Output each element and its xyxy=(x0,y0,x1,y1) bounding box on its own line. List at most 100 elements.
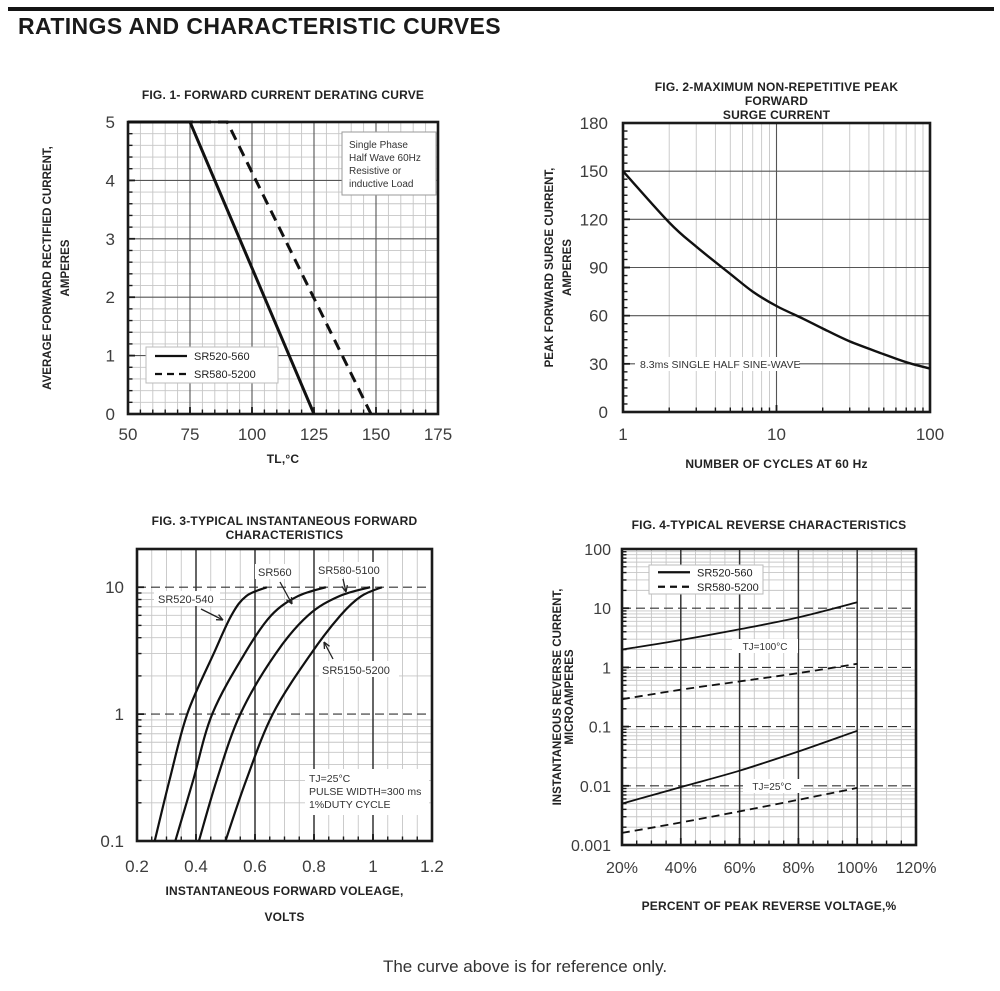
fig4-curve-sr520-560-tj-100c xyxy=(621,601,858,651)
svg-text:80%: 80% xyxy=(782,860,814,877)
fig1-title: FIG. 1- FORWARD CURRENT DERATING CURVE xyxy=(128,88,438,102)
svg-text:1: 1 xyxy=(368,857,377,876)
svg-text:0.01: 0.01 xyxy=(580,779,611,796)
fig3-curves xyxy=(153,586,383,842)
fig2-plot: 8.3ms SINGLE HALF SINE-WAVE 1 10 100 0 30 60 90… xyxy=(544,114,945,444)
svg-text:40%: 40% xyxy=(665,860,697,877)
svg-text:1%DUTY CYCLE: 1%DUTY CYCLE xyxy=(309,799,391,811)
svg-text:0.1: 0.1 xyxy=(589,720,611,737)
svg-text:125: 125 xyxy=(300,425,328,444)
svg-text:SR520-560: SR520-560 xyxy=(194,351,250,363)
svg-text:120%: 120% xyxy=(896,860,937,877)
fig2-sine-note: 8.3ms SINGLE HALF SINE-WAVE xyxy=(635,357,800,371)
fig1-curves xyxy=(128,120,373,415)
svg-text:1: 1 xyxy=(115,705,124,724)
fig3-curve-sr5150-5200 xyxy=(224,586,383,842)
svg-text:0.6: 0.6 xyxy=(243,857,267,876)
fig3-forward-characteristics: 0.2 0.4 0.6 0.8 1 1.2 0.1 1 10 SR520-540 SR560 SR58… xyxy=(30,510,500,940)
svg-text:0: 0 xyxy=(599,403,608,422)
svg-text:0.8: 0.8 xyxy=(302,857,326,876)
svg-text:PULSE WIDTH=300 ms: PULSE WIDTH=300 ms xyxy=(309,786,421,798)
fig3-curve-sr520-540 xyxy=(153,586,268,842)
svg-text:TJ=25°C: TJ=25°C xyxy=(309,773,351,785)
svg-text:inductive Load: inductive Load xyxy=(349,179,414,190)
fig3-ticks xyxy=(137,586,418,841)
fig2-title-line2: SURGE CURRENT xyxy=(722,108,831,122)
fig1-xlabel-line1: TL,°C xyxy=(266,452,300,466)
svg-text:Resistive or: Resistive or xyxy=(349,166,402,177)
svg-text:TJ=25°C: TJ=25°C xyxy=(752,782,791,793)
fig3-xlabel-line1: INSTANTANEOUS FORWARD VOLEAGE, xyxy=(165,884,404,898)
fig4-curves xyxy=(621,601,858,834)
svg-text:1: 1 xyxy=(106,347,115,366)
page-title: RATINGS AND CHARACTERISTIC CURVES xyxy=(18,13,502,39)
svg-text:1.2: 1.2 xyxy=(420,857,444,876)
fig4-legend: SR520-560 SR580-5200 xyxy=(648,564,764,595)
svg-text:100: 100 xyxy=(584,542,611,559)
svg-text:SR580-5100: SR580-5100 xyxy=(318,565,380,577)
fig1-ylabel-line1: AVERAGE FORWARD RECTIFIED CURRENT, xyxy=(42,146,54,390)
fig2-xlabel-line1: NUMBER OF CYCLES AT 60 Hz xyxy=(685,457,868,471)
fig1-ticks xyxy=(128,132,427,414)
fig3-title-line2: CHARACTERISTICS xyxy=(225,528,344,542)
svg-text:SR580-5200: SR580-5200 xyxy=(194,369,256,381)
svg-text:8.3ms SINGLE HALF SINE-WAVE: 8.3ms SINGLE HALF SINE-WAVE xyxy=(640,359,800,371)
fig2-ylabel-line2: AMPERES xyxy=(562,239,574,296)
fig1-load-note: Single Phase Half Wave 60Hz Resistive or in… xyxy=(341,131,437,196)
fig1-title-line1: FIG. 1- FORWARD CURRENT DERATING CURVE xyxy=(141,88,425,102)
fig2-ylabel-line1: PEAK FORWARD SURGE CURRENT, xyxy=(544,168,556,368)
fig2-tick-labels: 1 10 100 0 30 60 90 120 150 180 xyxy=(580,114,945,444)
svg-text:100%: 100% xyxy=(837,860,878,877)
footer-note: The curve above is for reference only. xyxy=(382,957,668,976)
svg-text:175: 175 xyxy=(424,425,452,444)
fig3-xlabel-line2: VOLTS xyxy=(264,910,305,924)
fig3-grid xyxy=(137,549,432,841)
svg-text:0.1: 0.1 xyxy=(100,832,124,851)
svg-text:SR520-560: SR520-560 xyxy=(697,567,753,579)
top-rule xyxy=(8,7,994,11)
fig4-plot: 20% 40% 60% 80% 100% 120% 0.001 0.01 0.1 1 10 100 IN… xyxy=(552,542,937,877)
svg-text:90: 90 xyxy=(589,259,608,278)
svg-text:Single Phase: Single Phase xyxy=(349,140,408,151)
fig1-forward-current-derating: 50 75 100 125 150 175 0 1 2 3 4 5 AVERAGE FORWARD RE… xyxy=(30,82,500,477)
fig1-curve-sr580-5200 xyxy=(128,120,373,415)
svg-text:100: 100 xyxy=(238,425,266,444)
fig3-xlabel: INSTANTANEOUS FORWARD VOLEAGE, VOLTS xyxy=(137,878,432,930)
svg-text:0.001: 0.001 xyxy=(571,838,611,855)
fig3-curve-sr580-5100 xyxy=(197,586,371,842)
svg-text:75: 75 xyxy=(181,425,200,444)
svg-text:20%: 20% xyxy=(606,860,638,877)
fig1-ylabel-line2: AMPERES xyxy=(60,239,72,296)
svg-text:0: 0 xyxy=(106,405,115,424)
svg-text:TJ=100°C: TJ=100°C xyxy=(743,642,788,653)
fig4-ticks xyxy=(622,551,902,845)
fig3-curve-sr560 xyxy=(174,586,327,842)
svg-text:150: 150 xyxy=(580,162,608,181)
fig3-tick-labels: 0.2 0.4 0.6 0.8 1 1.2 0.1 1 10 xyxy=(100,578,443,876)
fig1-xlabel: TL,°C xyxy=(128,446,438,472)
svg-text:180: 180 xyxy=(580,114,608,133)
fig4-grid xyxy=(622,549,916,845)
fig4-xlabel-line1: PERCENT OF PEAK REVERSE VOLTAGE,% xyxy=(641,899,897,913)
fig3-plot: 0.2 0.4 0.6 0.8 1 1.2 0.1 1 10 SR520-540 SR560 SR58… xyxy=(100,547,444,876)
fig2-peak-forward-surge-current: 8.3ms SINGLE HALF SINE-WAVE 1 10 100 0 30 60 90… xyxy=(530,75,1000,475)
fig4-title: FIG. 4-TYPICAL REVERSE CHARACTERISTICS xyxy=(622,518,916,532)
fig4-title-line1: FIG. 4-TYPICAL REVERSE CHARACTERISTICS xyxy=(631,518,907,532)
svg-text:60%: 60% xyxy=(724,860,756,877)
fig2-title: FIG. 2-MAXIMUM NON-REPETITIVE PEAK FORWA… xyxy=(623,80,930,122)
fig1-tick-labels: 50 75 100 125 150 175 0 1 2 3 4 5 xyxy=(106,113,453,444)
fig1-legend: SR520-560 SR580-5200 xyxy=(145,346,279,384)
fig4-ylabel-line2: MICROAMPERES xyxy=(564,649,576,745)
svg-text:10: 10 xyxy=(767,425,786,444)
svg-text:Half Wave 60Hz: Half Wave 60Hz xyxy=(349,153,421,164)
svg-text:SR580-5200: SR580-5200 xyxy=(697,582,759,594)
fig4-tick-labels: 20% 40% 60% 80% 100% 120% 0.001 0.01 0.1 1 10 100 xyxy=(571,542,937,877)
svg-text:10: 10 xyxy=(105,578,124,597)
fig2-ticks xyxy=(623,130,924,412)
fig3-title-line1: FIG. 3-TYPICAL INSTANTANEOUS FORWARD xyxy=(151,514,418,528)
svg-text:60: 60 xyxy=(589,307,608,326)
svg-text:0.4: 0.4 xyxy=(184,857,208,876)
fig4-curve-sr520-560-tj-25c xyxy=(621,729,858,805)
